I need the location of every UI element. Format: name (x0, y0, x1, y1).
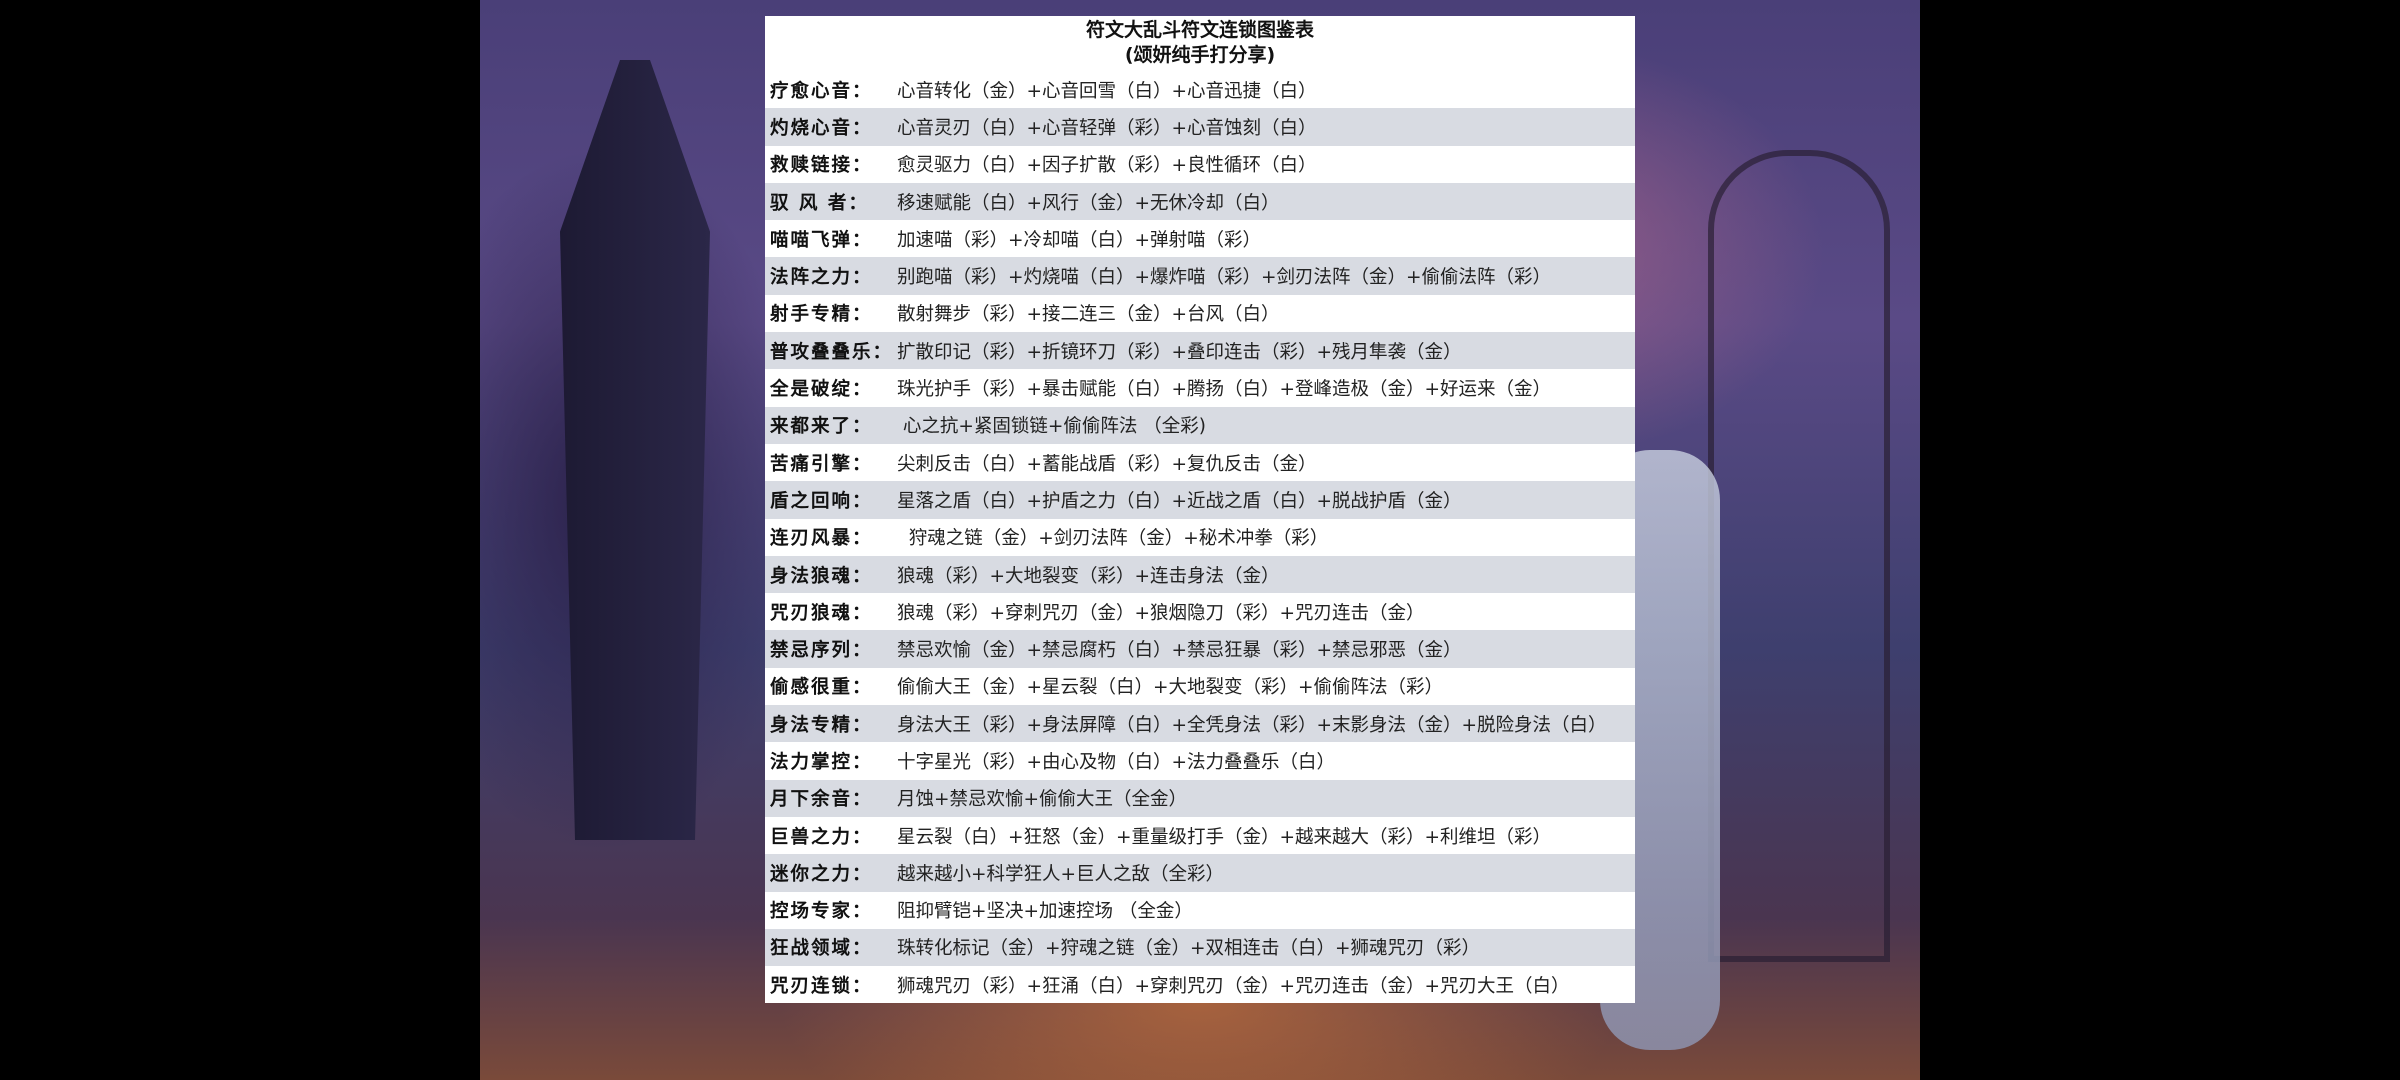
table-row: 灼烧心音： 心音灵刃（白）+心音轻弹（彩）+心音蚀刻（白） (765, 108, 1635, 146)
table-row: 偷感很重： 偷偷大王（金）+星云裂（白）+大地裂变（彩）+偷偷阵法（彩） (765, 668, 1635, 705)
row-label: 驭 风 者： (770, 192, 869, 214)
table-row: 控场专家： 阻抑臂铠+坚决+加速控场 （全金） (765, 892, 1635, 929)
table-row: 月下余音： 月蚀+禁忌欢愉+偷偷大王（全金） (765, 779, 1635, 817)
row-label: 疗愈心音： (770, 80, 873, 102)
table-row: 来都来了： 心之抗+紧固锁链+偷偷阵法 （全彩) (765, 406, 1635, 444)
row-label: 盾之回响： (770, 490, 873, 512)
row-label: 身法专精： (770, 714, 873, 736)
row-label: 控场专家： (770, 901, 873, 923)
table-row: 连刃风暴： 狩魂之链（金）+剑刃法阵（金）+秘术冲拳（彩） (765, 519, 1635, 556)
row-label: 喵喵飞弹： (770, 229, 873, 251)
row-label: 救赎链接： (770, 155, 873, 177)
row-value: 狼魂（彩）+大地裂变（彩）+连击身法（金） (897, 565, 1280, 587)
row-value: 身法大王（彩）+身法屏障（白）+全凭身法（彩）+末影身法（金）+脱险身法（白） (897, 714, 1607, 736)
row-value: 禁忌欢愉（金）+禁忌腐朽（白）+禁忌狂暴（彩）+禁忌邪恶（金） (897, 640, 1462, 662)
table-row: 巨兽之力： 星云裂（白）+狂怒（金）+重量级打手（金）+越来越大（彩）+利维坦（彩… (765, 817, 1635, 854)
row-value: 狮魂咒刃（彩）+狂涌（白）+穿刺咒刃（金）+咒刃连击（金）+咒刃大王（白） (897, 975, 1570, 997)
table-row: 苦痛引擎： 尖刺反击（白）+蓄能战盾（彩）+复仇反击（金） (765, 444, 1635, 481)
row-label: 咒刃连锁： (770, 975, 873, 997)
table-row: 禁忌序列： 禁忌欢愉（金）+禁忌腐朽（白）+禁忌狂暴（彩）+禁忌邪恶（金） (765, 630, 1635, 668)
table-row: 射手专精： 散射舞步（彩）+接二连三（金）+台风（白） (765, 295, 1635, 332)
table-row: 全是破绽： 珠光护手（彩）+暴击赋能（白）+腾扬（白）+登峰造极（金）+好运来（金… (765, 369, 1635, 406)
row-value: 尖刺反击（白）+蓄能战盾（彩）+复仇反击（金） (897, 453, 1317, 475)
row-value: 狼魂（彩）+穿刺咒刃（金）+狼烟隐刀（彩）+咒刃连击（金） (897, 602, 1425, 624)
row-value: 珠光护手（彩）+暴击赋能（白）+腾扬（白）+登峰造极（金）+好运来（金） (897, 379, 1552, 401)
table-row: 疗愈心音： 心音转化（金）+心音回雪（白）+心音迅捷（白） (765, 71, 1635, 108)
row-value: 珠转化标记（金）+狩魂之链（金）+双相连击（白）+狮魂咒刃（彩） (897, 938, 1481, 960)
title-text: 符文大乱斗符文连锁图鉴表 (1085, 19, 1314, 41)
table-rows: 疗愈心音： 心音转化（金）+心音回雪（白）+心音迅捷（白） 灼烧心音： 心音灵刃（白）… (765, 71, 1635, 1003)
row-label: 月下余音： (770, 789, 873, 811)
table-row: 法力掌控： 十字星光（彩）+由心及物（白）+法力叠叠乐（白） (765, 742, 1635, 779)
table-row: 身法专精： 身法大王（彩）+身法屏障（白）+全凭身法（彩）+末影身法（金）+脱险身… (765, 705, 1635, 743)
row-value: 十字星光（彩）+由心及物（白）+法力叠叠乐（白） (897, 751, 1336, 773)
rune-chain-table: 符文大乱斗符文连锁图鉴表 (颂妍纯手打分享) 疗愈心音： 心音转化（金）+心音回雪… (765, 16, 1635, 1004)
table-row: 盾之回响： 星落之盾（白）+护盾之力（白）+近战之盾（白）+脱战护盾（金） (765, 481, 1635, 519)
row-label: 狂战领域： (770, 938, 873, 960)
table-row: 驭 风 者： 移速赋能（白）+风行（金）+无休冷却（白） (765, 182, 1635, 221)
row-label: 偷感很重： (770, 677, 873, 699)
row-label: 连刃风暴： (770, 528, 873, 550)
row-value: 移速赋能（白）+风行（金）+无休冷却（白） (897, 192, 1280, 214)
row-label: 全是破绽： (770, 379, 873, 401)
row-label: 身法狼魂： (770, 565, 873, 587)
table-row: 普攻叠叠乐： 扩散印记（彩）+折镜环刀（彩）+叠印连击（彩）+残月隼袭（金） (765, 332, 1635, 370)
row-value: 月蚀+禁忌欢愉+偷偷大王（全金） (897, 789, 1188, 811)
row-label: 来都来了： (770, 416, 873, 438)
row-label: 普攻叠叠乐： (770, 341, 894, 363)
row-label: 苦痛引擎： (770, 453, 873, 475)
row-label: 法阵之力： (770, 267, 873, 289)
table-row: 喵喵飞弹： 加速喵（彩）+冷却喵（白）+弹射喵（彩） (765, 220, 1635, 257)
row-value: 阻抑臂铠+坚决+加速控场 （全金） (897, 901, 1193, 923)
background-tower (560, 60, 710, 840)
row-value: 心音转化（金）+心音回雪（白）+心音迅捷（白） (897, 80, 1317, 102)
table-row: 救赎链接： 愈灵驱力（白）+因子扩散（彩）+良性循环（白） (765, 146, 1635, 183)
row-value: 加速喵（彩）+冷却喵（白）+弹射喵（彩） (897, 229, 1262, 251)
row-value: 星落之盾（白）+护盾之力（白）+近战之盾（白）+脱战护盾（金） (897, 490, 1462, 512)
table-row: 身法狼魂： 狼魂（彩）+大地裂变（彩）+连击身法（金） (765, 555, 1635, 594)
table-row: 狂战领域： 珠转化标记（金）+狩魂之链（金）+双相连击（白）+狮魂咒刃（彩） (765, 928, 1635, 967)
table-row: 咒刃狼魂： 狼魂（彩）+穿刺咒刃（金）+狼烟隐刀（彩）+咒刃连击（金） (765, 593, 1635, 630)
row-value: 愈灵驱力（白）+因子扩散（彩）+良性循环（白） (897, 155, 1317, 177)
row-value: 散射舞步（彩）+接二连三（金）+台风（白） (897, 304, 1280, 326)
row-label: 巨兽之力： (770, 826, 873, 848)
row-value: 偷偷大王（金）+星云裂（白）+大地裂变（彩）+偷偷阵法（彩） (897, 677, 1444, 699)
table-title: 符文大乱斗符文连锁图鉴表 (颂妍纯手打分享) (765, 16, 1635, 71)
row-label: 灼烧心音： (770, 117, 873, 139)
row-value: 别跑喵（彩）+灼烧喵（白）+爆炸喵（彩）+剑刃法阵（金）+偷偷法阵（彩） (897, 267, 1552, 289)
row-label: 禁忌序列： (770, 640, 873, 662)
row-label: 法力掌控： (770, 751, 873, 773)
row-value: 扩散印记（彩）+折镜环刀（彩）+叠印连击（彩）+残月隼袭（金） (897, 341, 1462, 363)
row-label: 咒刃狼魂： (770, 602, 873, 624)
row-value: 心音灵刃（白）+心音轻弹（彩）+心音蚀刻（白） (897, 117, 1317, 139)
row-label: 射手专精： (770, 304, 873, 326)
background-gate (1708, 150, 1890, 962)
table-row: 咒刃连锁： 狮魂咒刃（彩）+狂涌（白）+穿刺咒刃（金）+咒刃连击（金）+咒刃大王（… (765, 966, 1635, 1003)
table-row: 迷你之力： 越来越小+科学狂人+巨人之敌（全彩） (765, 854, 1635, 892)
row-value: 狩魂之链（金）+剑刃法阵（金）+秘术冲拳（彩） (897, 528, 1329, 550)
table-row: 法阵之力： 别跑喵（彩）+灼烧喵（白）+爆炸喵（彩）+剑刃法阵（金）+偷偷法阵（彩… (765, 257, 1635, 295)
row-value: 越来越小+科学狂人+巨人之敌（全彩） (897, 863, 1225, 885)
row-value: 心之抗+紧固锁链+偷偷阵法 （全彩) (897, 416, 1206, 438)
subtitle-text: (颂妍纯手打分享) (1124, 44, 1276, 66)
row-value: 星云裂（白）+狂怒（金）+重量级打手（金）+越来越大（彩）+利维坦（彩） (897, 826, 1552, 848)
row-label: 迷你之力： (770, 863, 873, 885)
